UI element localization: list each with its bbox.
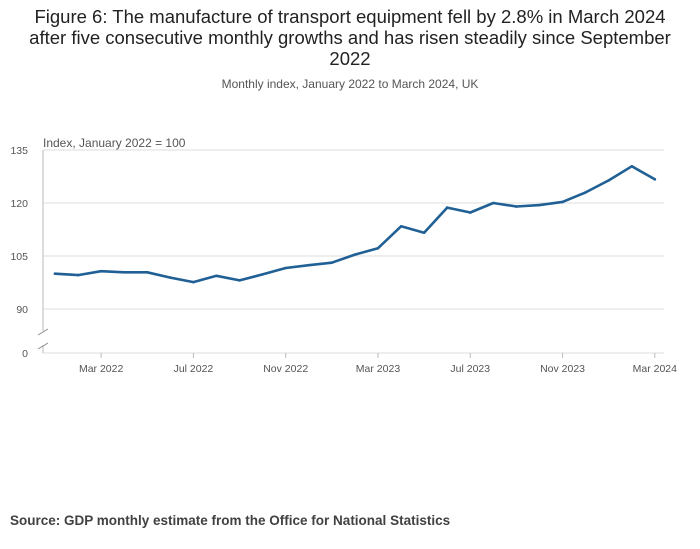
axes [37, 150, 656, 358]
x-tick-label: Nov 2023 [540, 363, 585, 375]
axis-break-mark-1 [37, 328, 49, 336]
x-tick-label: Nov 2022 [263, 363, 308, 375]
axis-break-mark-2 [37, 342, 49, 350]
data-point [169, 276, 172, 279]
data-point [515, 205, 518, 208]
data-point [99, 269, 103, 273]
y-tick-label-120: 120 [10, 198, 28, 210]
series-group [53, 164, 657, 284]
data-point [445, 206, 449, 209]
data-point [215, 274, 218, 278]
data-point [261, 273, 264, 276]
chart-title: Figure 6: The manufacture of transport e… [29, 6, 671, 69]
data-point [538, 203, 541, 207]
data-point [307, 263, 311, 267]
data-point [330, 261, 334, 265]
x-tick-label: Jul 2023 [450, 363, 490, 375]
data-point [353, 253, 357, 256]
data-point [492, 201, 495, 205]
y-tick-label-90: 90 [16, 304, 28, 316]
y-tick-label-zero: 0 [22, 348, 28, 360]
data-point [422, 231, 426, 234]
y-tick-label-135: 135 [10, 145, 28, 157]
y-axis-label: Index, January 2022 = 100 [43, 136, 186, 150]
x-tick-labels: Mar 2022 Jul 2022 Nov 2022 Mar 2023 Jul 2023… [79, 363, 677, 375]
data-point [376, 246, 380, 250]
data-point [238, 279, 241, 282]
data-point [561, 200, 564, 204]
data-point [607, 179, 610, 182]
data-point [76, 273, 80, 277]
x-tick-label: Jul 2022 [174, 363, 214, 375]
data-point [145, 270, 149, 274]
data-point [584, 191, 587, 194]
data-point [53, 272, 57, 275]
data-point [284, 266, 288, 270]
data-point [630, 164, 634, 168]
x-tick-label: Mar 2022 [79, 363, 124, 375]
data-point [192, 280, 195, 284]
data-point [399, 225, 403, 228]
x-tick-label: Mar 2023 [356, 363, 401, 375]
data-point [653, 178, 657, 181]
data-point [468, 211, 472, 214]
gridlines [43, 149, 664, 354]
data-point [122, 270, 126, 274]
source-note: Source: GDP monthly estimate from the Of… [10, 513, 451, 528]
x-tick-label: Mar 2024 [633, 363, 678, 375]
y-tick-labels: 135 120 105 90 0 [10, 145, 28, 360]
series-line-0 [53, 165, 657, 284]
y-tick-label-105: 105 [10, 251, 28, 263]
chart-subtitle: Monthly index, January 2022 to March 202… [221, 77, 479, 91]
